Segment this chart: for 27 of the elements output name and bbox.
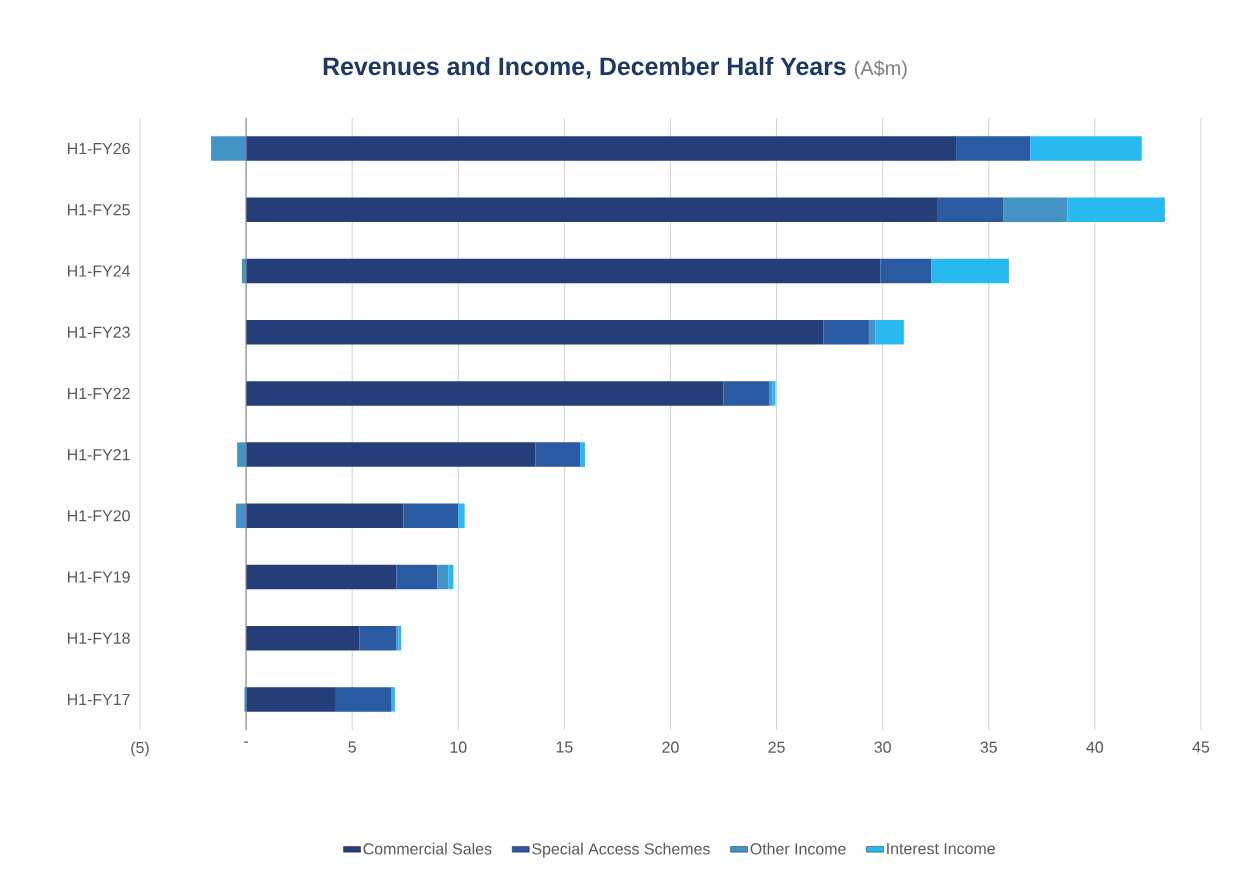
x-tick-label: 35 [980, 741, 997, 753]
x-tick-label: 20 [662, 741, 679, 753]
legend-label: Other Income [750, 842, 846, 855]
y-tick-label: H1-FY20 [68, 510, 130, 522]
x-tick-label: 15 [556, 741, 573, 753]
y-tick-label: H1-FY23 [68, 326, 130, 338]
x-tick-label: 10 [450, 741, 467, 753]
legend-label: Special Access Schemes [532, 842, 710, 858]
y-tick-label: H1-FY25 [68, 204, 130, 216]
y-tick-label: H1-FY26 [68, 142, 130, 155]
y-tick-label: H1-FY19 [68, 571, 130, 583]
y-tick-label: H1-FY21 [68, 449, 130, 461]
legend-label: Commercial Sales [363, 842, 492, 855]
y-tick-label: H1-FY24 [68, 265, 130, 277]
x-tick-label: 30 [874, 741, 891, 753]
y-tick-label: H1-FY17 [68, 693, 130, 705]
y-tick-label: H1-FY22 [68, 387, 130, 399]
x-tick-label: 25 [768, 741, 785, 753]
y-tick-label: H1-FY18 [68, 632, 130, 644]
x-tick-label: - [244, 741, 249, 743]
chart-title: Revenues and Income, December Half Years [323, 56, 846, 79]
x-tick-label: 45 [1192, 741, 1210, 753]
chart-subtitle: (A$m) [854, 60, 907, 80]
x-tick-label: (5) [131, 741, 149, 757]
x-tick-label: 5 [348, 741, 356, 753]
x-tick-label: 40 [1086, 741, 1104, 753]
legend-label: Interest Income [887, 843, 995, 855]
